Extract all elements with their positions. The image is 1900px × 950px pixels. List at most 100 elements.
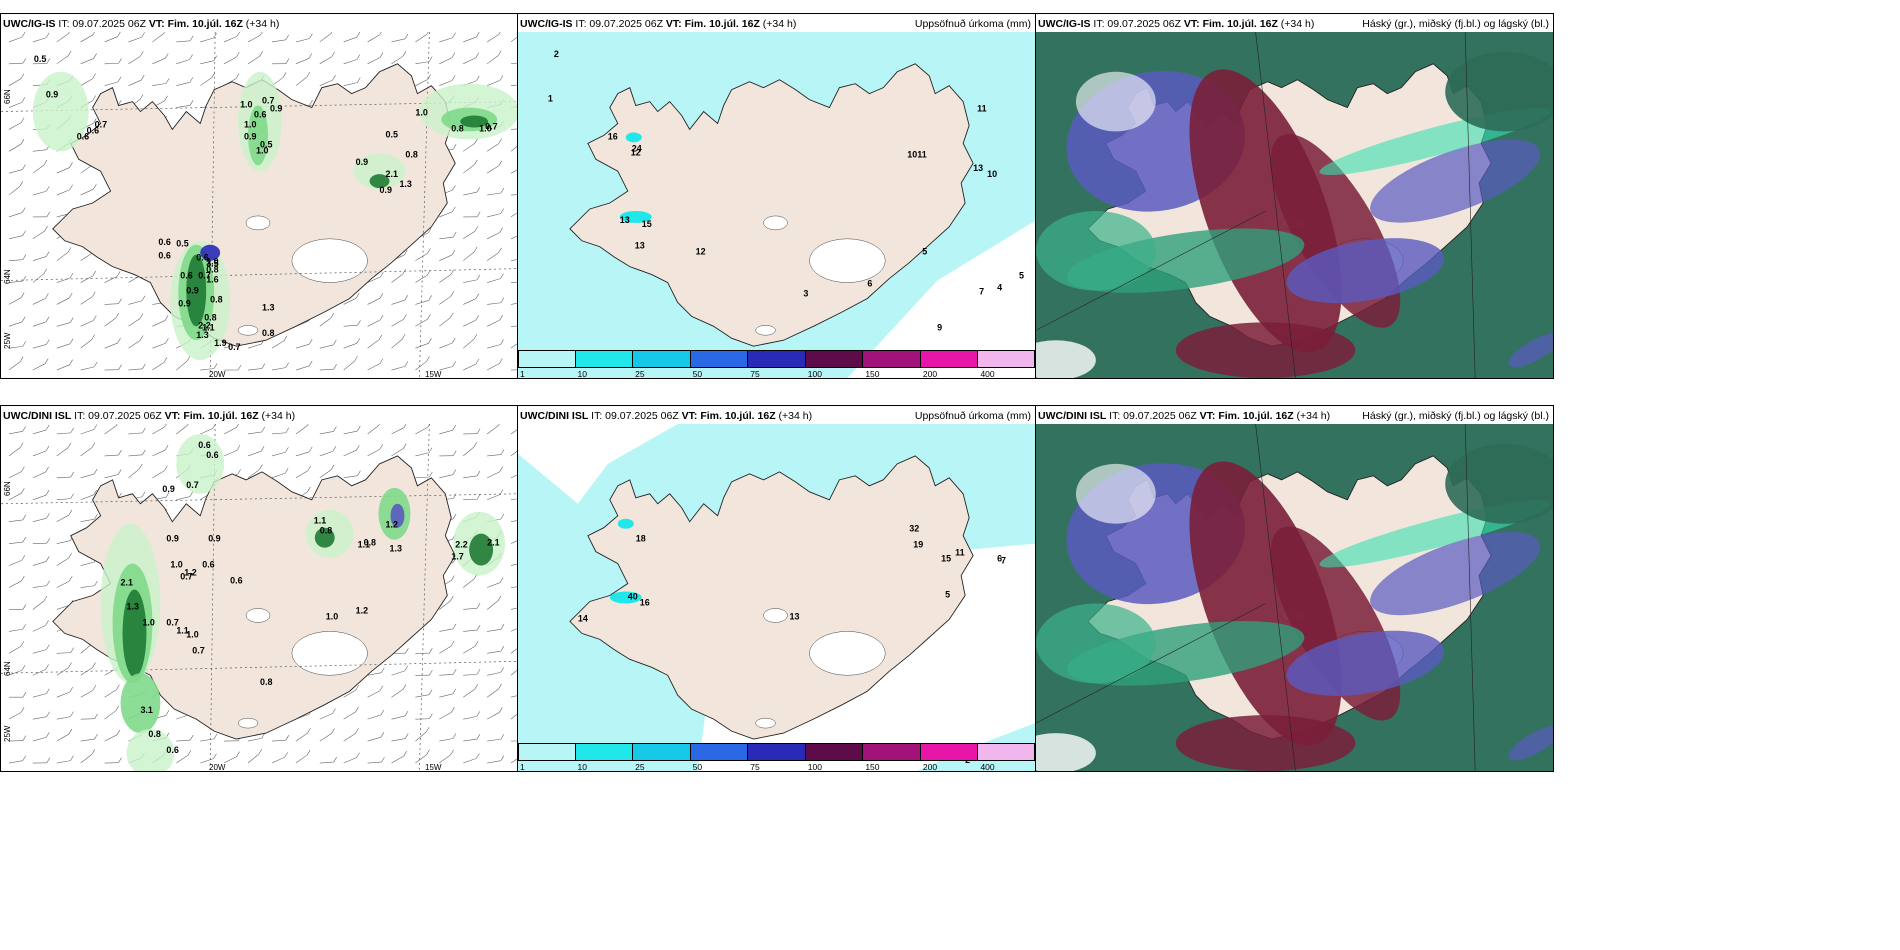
wind-barb	[463, 578, 475, 588]
wind-barb	[319, 79, 333, 86]
legend-label: 75	[750, 762, 760, 772]
wind-barb-flag	[68, 662, 72, 668]
wind-barb	[511, 63, 517, 65]
map-canvas: 0.6 0.6 0.9 0.7 1.1 0.8 1.1 0.8 1.3 1.2 0.9 0.9 1.0 1…	[1, 424, 517, 771]
wind-barb	[32, 693, 47, 698]
legend-swatch	[805, 743, 864, 761]
wind-barb	[80, 644, 92, 654]
wind-barb-flag	[452, 513, 457, 520]
wind-barb	[32, 37, 47, 43]
wind-barb	[176, 739, 191, 742]
axis-label-lat2: 64N	[3, 661, 12, 676]
value-label: 1	[548, 94, 553, 104]
wind-barb	[486, 232, 500, 240]
wind-barb	[176, 40, 191, 43]
map-canvas: 18401614133219151156732	[518, 424, 1035, 771]
map-canvas: 2 1 16 24 12 13 15 13 12 11 10 13 10 11 5 7 3 6 9 4 5	[518, 32, 1035, 378]
wind-barb	[32, 363, 46, 371]
wind-barb-flag	[499, 466, 503, 472]
wind-barb	[295, 733, 308, 742]
wind-barb-flag	[402, 684, 407, 690]
wind-barb	[367, 319, 381, 327]
wind-barb-flag	[22, 164, 26, 170]
wind-barb-flag	[331, 51, 336, 57]
value-label: 0.8	[320, 526, 332, 536]
wind-barb	[128, 368, 143, 371]
value-label: 1.0	[206, 257, 218, 267]
wind-barb	[176, 496, 190, 501]
wind-barb-flag	[21, 207, 26, 213]
value-label: 0.8	[405, 149, 417, 159]
wind-barb-flag	[260, 32, 263, 36]
cloud-area	[1175, 715, 1356, 771]
wind-barb-flag	[22, 341, 27, 347]
value-label: 13	[789, 611, 799, 621]
wind-barb-flag	[285, 427, 290, 433]
value-label: 1.6	[206, 275, 218, 285]
wind-barb	[295, 76, 308, 86]
value-label: 11	[977, 104, 987, 114]
legend-swatch	[575, 743, 634, 761]
wind-barb	[391, 738, 406, 742]
value-label: 11	[955, 548, 964, 558]
legend-label: 1	[520, 369, 525, 379]
wind-barb-flag	[427, 227, 432, 234]
wind-barb	[487, 629, 501, 632]
wind-barb	[415, 79, 428, 86]
legend-swatch	[518, 743, 576, 761]
wind-barb-flag	[213, 733, 218, 740]
parallel-line	[1, 660, 517, 674]
wind-barb	[247, 450, 262, 457]
wind-barb-flag	[189, 54, 193, 60]
wind-barb	[176, 425, 188, 435]
value-label: 7	[979, 286, 984, 296]
legend-label: 50	[692, 369, 703, 379]
precip-area	[369, 174, 390, 189]
wind-barb-flag	[22, 514, 27, 521]
wind-barb-flag	[380, 271, 384, 278]
wind-barb-flag	[261, 733, 265, 739]
value-label: 1.3	[127, 601, 139, 611]
wind-barb-flag	[332, 708, 336, 714]
wind-barb-flag	[355, 293, 360, 299]
init-time: IT: 09.07.2025 06Z	[575, 18, 663, 30]
wind-barb	[439, 274, 451, 283]
wind-barb	[247, 343, 262, 349]
wind-barb-flag	[69, 273, 74, 279]
wind-barb	[343, 711, 356, 720]
model-name: UWC/IG-IS	[1038, 18, 1091, 30]
wind-barb-flag	[92, 270, 97, 276]
wind-barb-flag	[499, 707, 503, 713]
wind-barb-flag	[451, 575, 455, 581]
wind-barb-flag	[70, 493, 74, 499]
model-name: UWC/IG-IS	[520, 18, 573, 30]
wind-barb	[463, 607, 478, 610]
wind-barb	[439, 57, 452, 65]
wind-barb-flag	[20, 641, 25, 647]
wind-barb	[8, 235, 23, 240]
model-name: UWC/DINI ISL	[1038, 410, 1107, 422]
wind-barb-flag	[19, 181, 24, 187]
wind-barb-flag	[378, 334, 383, 341]
wind-barb-flag	[45, 556, 50, 562]
wind-barb-flag	[165, 492, 170, 498]
value-label: 19	[913, 540, 923, 550]
value-label: 0.6	[158, 251, 170, 261]
wind-barb-flag	[46, 644, 50, 650]
wind-barb	[248, 368, 262, 371]
wind-barb-flag	[92, 291, 96, 297]
wind-barb-flag	[45, 32, 50, 38]
wind-barb-flag	[306, 424, 309, 426]
wind-barb-flag	[404, 361, 409, 367]
wind-barb	[152, 33, 164, 43]
meridian-line	[1464, 32, 1476, 378]
wind-barb-flag	[401, 334, 406, 340]
wind-barb-flag	[93, 315, 97, 321]
wind-barb-flag	[261, 363, 266, 369]
panel-clouds-igis: UWC/IG-IS IT: 09.07.2025 06Z VT: Fim. 10…	[1035, 13, 1554, 379]
wind-barb-flag	[500, 208, 504, 214]
wind-barb	[439, 211, 453, 218]
value-label: 0.8	[148, 729, 160, 739]
wind-barb-flag	[452, 669, 457, 675]
value-label: 14	[578, 613, 588, 623]
